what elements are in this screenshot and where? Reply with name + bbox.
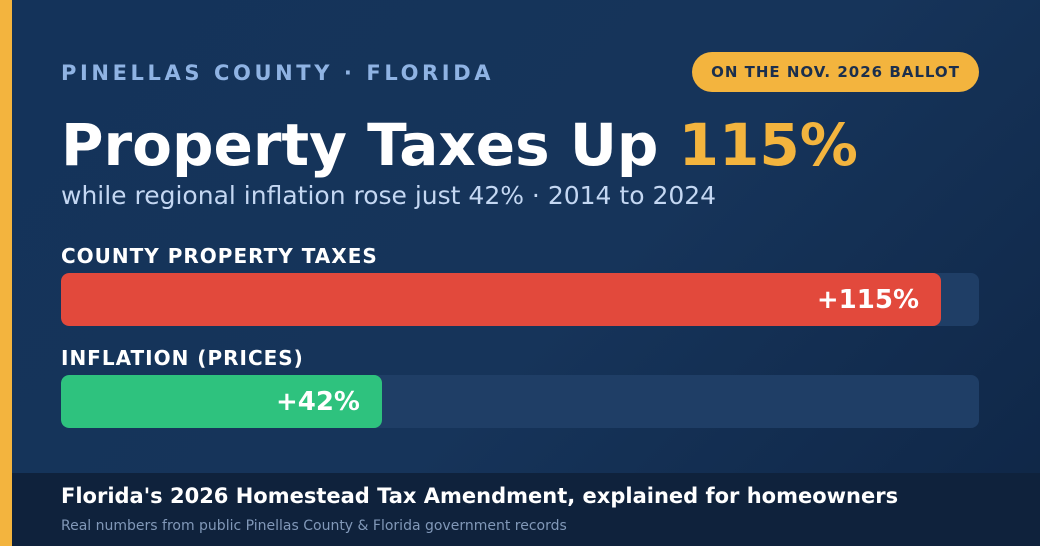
- bar: +42%: [61, 375, 382, 428]
- ballot-badge: ON THE NOV. 2026 BALLOT: [692, 52, 979, 92]
- bar-label: COUNTY PROPERTY TAXES: [61, 244, 378, 268]
- bar-label: INFLATION (PRICES): [61, 346, 304, 370]
- accent-stripe: [0, 0, 12, 546]
- footer: Florida's 2026 Homestead Tax Amendment, …: [12, 473, 1040, 546]
- subtitle: while regional inflation rose just 42% ·…: [61, 181, 717, 210]
- bar-value-label: +42%: [275, 386, 360, 417]
- bar: +115%: [61, 273, 941, 326]
- bar-track: +42%: [61, 375, 979, 428]
- headline-highlight: 115%: [678, 111, 858, 179]
- bar-value-label: +115%: [816, 284, 919, 315]
- footer-title: Florida's 2026 Homestead Tax Amendment, …: [61, 484, 899, 508]
- footer-source: Real numbers from public Pinellas County…: [61, 518, 567, 534]
- headline-text: Property Taxes Up: [61, 111, 679, 179]
- headline: Property Taxes Up 115%: [61, 110, 858, 180]
- region-label: PINELLAS COUNTY · FLORIDA: [61, 61, 495, 85]
- bar-track: +115%: [61, 273, 979, 326]
